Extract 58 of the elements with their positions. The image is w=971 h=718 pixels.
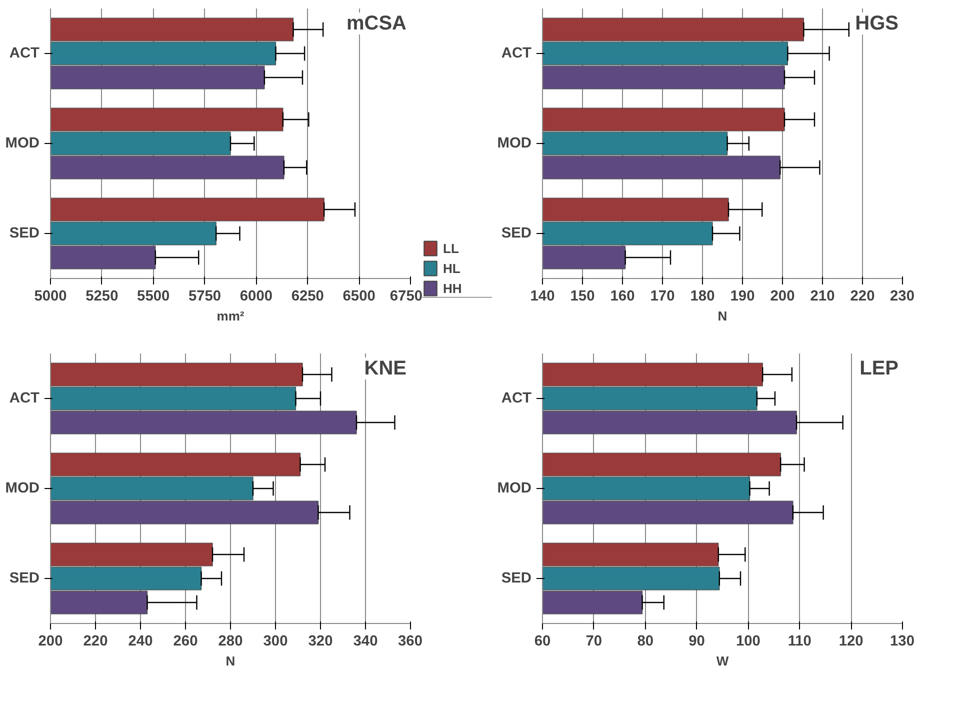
x-tick-label: 5250 <box>86 288 118 304</box>
x-tick-label: 210 <box>810 288 835 304</box>
y-tick-label: MOD <box>497 480 532 496</box>
x-tick-label: 230 <box>890 288 915 304</box>
x-tick-label: 220 <box>850 288 875 304</box>
x-tick-label: 280 <box>218 634 243 650</box>
y-tick-label: ACT <box>9 390 40 406</box>
x-tick-label: 6250 <box>291 288 324 304</box>
x-tick-label: 170 <box>650 288 675 304</box>
y-tick-label: SED <box>501 570 532 586</box>
legend-label: LL <box>443 240 460 256</box>
legend-label: HL <box>443 260 462 276</box>
y-tick-label: SED <box>501 226 532 242</box>
y-tick-label: MOD <box>497 136 532 152</box>
chart-title: LEP <box>860 358 899 380</box>
x-tick-label: 60 <box>534 634 551 650</box>
x-tick-label: 320 <box>308 634 333 650</box>
x-tick-label: 5750 <box>188 288 222 304</box>
x-axis-title: W <box>716 654 730 668</box>
x-tick-label: 120 <box>838 634 864 650</box>
chart-title: mCSA <box>346 12 407 34</box>
y-tick-label: ACT <box>501 46 532 62</box>
x-tick-label: 180 <box>690 288 715 304</box>
chart-title: HGS <box>855 12 899 34</box>
x-tick-label: 300 <box>263 634 288 650</box>
y-tick-label: ACT <box>9 46 40 62</box>
x-tick-label: 240 <box>128 634 153 650</box>
x-tick-label: 200 <box>770 288 795 304</box>
x-axis-title: N <box>718 308 728 324</box>
x-tick-label: 190 <box>730 288 755 304</box>
x-tick-label: 100 <box>736 634 760 650</box>
x-tick-label: 90 <box>688 634 705 650</box>
x-tick-label: 70 <box>586 634 602 650</box>
chart-title: KNE <box>364 358 407 380</box>
y-tick-label: SED <box>9 570 40 586</box>
x-tick-label: 200 <box>38 634 63 650</box>
legend-label: HH <box>443 280 463 296</box>
x-tick-label: 110 <box>788 634 812 650</box>
y-tick-label: MOD <box>5 136 40 152</box>
x-axis-title: N <box>226 654 236 668</box>
x-axis-title: mm² <box>216 308 245 324</box>
x-tick-label: 5500 <box>137 288 170 304</box>
x-tick-label: 260 <box>173 634 198 650</box>
y-tick-label: MOD <box>5 480 40 496</box>
x-tick-label: 140 <box>530 288 555 304</box>
x-tick-label: 6750 <box>390 288 423 304</box>
x-tick-label: 360 <box>398 634 423 650</box>
y-tick-label: SED <box>9 226 40 242</box>
x-tick-label: 130 <box>890 634 915 650</box>
x-tick-label: 220 <box>83 634 108 650</box>
x-tick-label: 340 <box>353 634 378 650</box>
x-tick-label: 150 <box>570 288 595 304</box>
x-tick-label: 6500 <box>342 288 376 304</box>
x-tick-label: 5000 <box>34 288 67 304</box>
x-tick-label: 80 <box>637 634 654 650</box>
x-tick-label: 160 <box>610 288 635 304</box>
y-tick-label: ACT <box>501 390 532 406</box>
x-tick-label: 6000 <box>240 288 273 304</box>
